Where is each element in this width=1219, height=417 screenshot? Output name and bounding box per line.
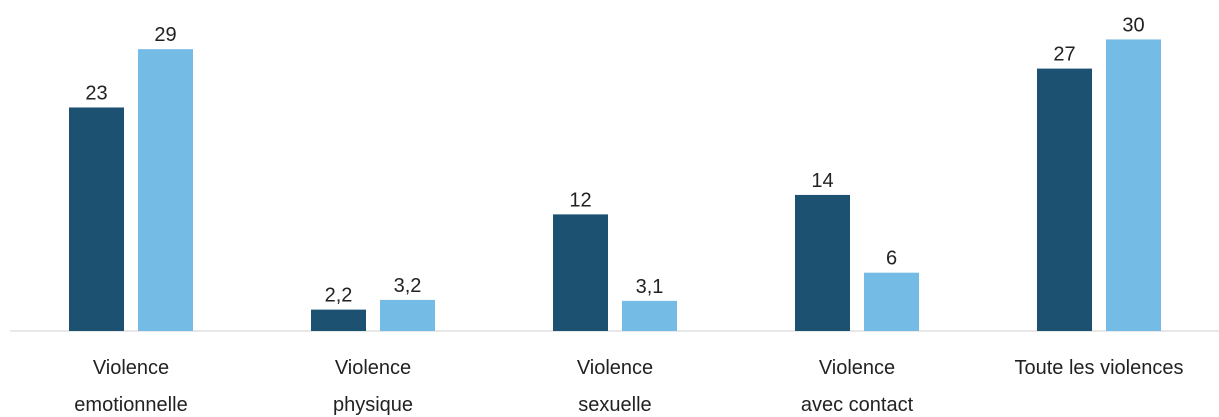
data-label: 2,2 — [325, 285, 353, 307]
data-label: 30 — [1122, 14, 1144, 36]
bar — [69, 107, 124, 331]
data-label: 3,1 — [636, 276, 664, 298]
bar — [380, 299, 435, 331]
x-tick-label: Violence physique — [332, 357, 414, 416]
data-label: 29 — [154, 24, 176, 46]
bar — [795, 194, 850, 331]
bar — [311, 309, 366, 331]
bar — [138, 49, 193, 331]
bar — [864, 272, 919, 331]
data-label: 6 — [886, 248, 897, 270]
data-label: 27 — [1053, 44, 1075, 66]
data-label: 14 — [811, 170, 833, 192]
bar — [1037, 68, 1092, 331]
bar — [622, 300, 677, 331]
bar — [1106, 39, 1161, 331]
data-label: 12 — [569, 189, 591, 211]
data-label: 23 — [85, 82, 107, 104]
x-tick-label: Violence emotionnelle — [74, 357, 188, 416]
x-tick-label: Violence sexuelle — [576, 357, 654, 416]
data-label: 3,2 — [394, 275, 422, 297]
x-tick-label: Toute les violences — [1014, 357, 1184, 379]
bar — [553, 214, 608, 331]
x-tick-label: Violence avec contact — [800, 357, 914, 416]
